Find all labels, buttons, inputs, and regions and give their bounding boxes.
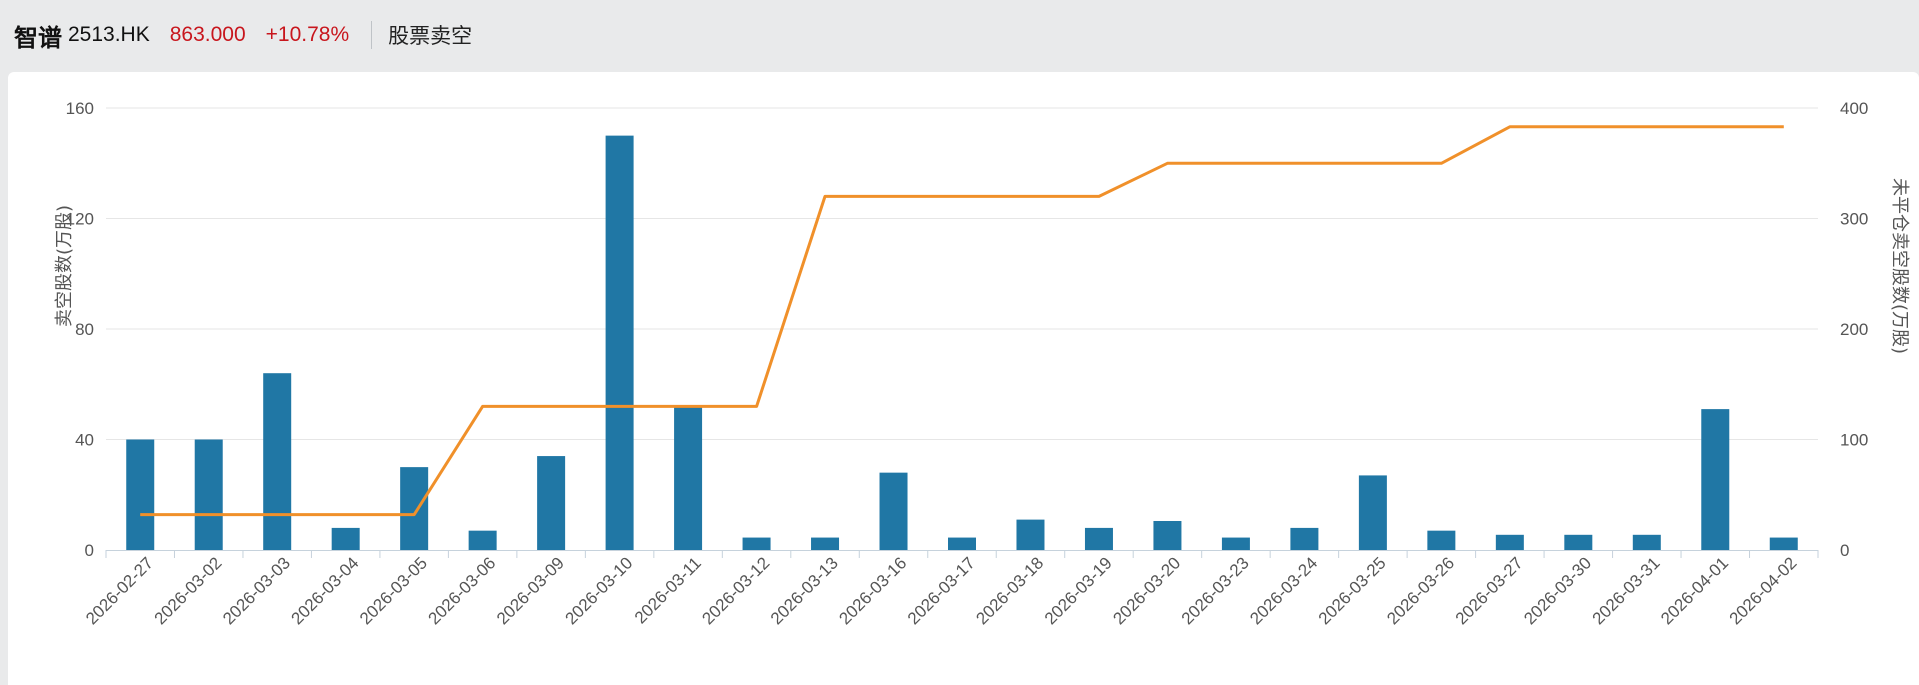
x-tick-label: 2026-03-11	[631, 553, 705, 627]
x-tick-label: 2026-03-04	[288, 553, 363, 628]
bar	[537, 456, 566, 550]
left-tick-label: 0	[85, 541, 94, 560]
x-tick-label: 2026-03-25	[1315, 553, 1390, 628]
bar	[879, 472, 908, 550]
bar	[948, 537, 976, 550]
stock-name: 智谱	[14, 23, 62, 52]
grid-lines	[106, 107, 1818, 440]
x-tick-label: 2026-04-02	[1726, 553, 1801, 628]
bar	[331, 527, 360, 550]
bar	[126, 439, 155, 550]
x-tick-label: 2026-03-24	[1246, 553, 1321, 628]
page-label: 股票卖空	[388, 24, 473, 48]
x-tick-label: 2026-03-09	[493, 553, 568, 628]
bar	[1632, 534, 1661, 550]
stock-price: 863.000	[169, 23, 246, 46]
x-axis: 2026-02-272026-03-022026-03-032026-03-04…	[82, 550, 1819, 628]
bar	[400, 467, 429, 550]
bar	[1084, 527, 1113, 550]
bar	[1769, 537, 1798, 550]
left-axis-title: 卖空股数(万股)	[54, 205, 75, 327]
x-tick-label: 2026-03-31	[1589, 553, 1664, 628]
header-divider	[371, 21, 373, 49]
bar	[605, 135, 634, 550]
left-tick-label: 40	[75, 431, 94, 450]
bar	[468, 530, 497, 550]
bar	[1427, 530, 1456, 550]
bar	[811, 537, 840, 550]
x-tick-label: 2026-04-01	[1657, 553, 1732, 628]
x-tick-label: 2026-03-12	[698, 553, 773, 628]
x-tick-label: 2026-03-19	[1041, 553, 1116, 628]
right-tick-label: 400	[1840, 99, 1868, 118]
bar	[1564, 534, 1593, 550]
line-series-path	[140, 125, 1784, 517]
x-tick-label: 2026-02-27	[82, 553, 157, 628]
x-tick-label: 2026-03-10	[561, 553, 636, 628]
x-tick-label: 2026-03-27	[1452, 553, 1527, 628]
bar	[1358, 475, 1387, 550]
bar	[1153, 520, 1182, 550]
price-change: +10.78%	[265, 23, 350, 46]
x-tick-label: 2026-03-03	[219, 553, 294, 628]
left-tick-label: 160	[66, 99, 94, 118]
left-axis-ticks: 0 40 80 120 160	[66, 99, 94, 560]
stock-header: 智谱 2513.HK 863.000 +10.78% 股票卖空	[0, 0, 1919, 70]
right-tick-label: 200	[1840, 320, 1868, 339]
x-tick-label: 2026-03-16	[835, 553, 910, 628]
bar-series	[126, 135, 1798, 550]
bar	[742, 537, 771, 550]
x-tick-label: 2026-03-06	[425, 553, 500, 628]
chart-card: 0 40 80 120 160 0 100 200 300 400 2026-02-27 2026…	[8, 72, 1919, 685]
bar	[194, 439, 223, 550]
x-tick-label: 2026-03-13	[767, 553, 842, 628]
bar	[1221, 537, 1250, 550]
left-tick-label: 120	[66, 210, 94, 229]
x-tick-label: 2026-03-23	[1178, 553, 1253, 628]
bar	[674, 406, 703, 550]
bar	[263, 373, 292, 550]
bar	[1495, 534, 1524, 550]
x-tick-label: 2026-03-02	[151, 553, 226, 628]
x-tick-label: 2026-03-18	[972, 553, 1047, 628]
right-axis-title: 未平仓卖空股数(万股)	[1889, 178, 1910, 354]
right-axis-ticks: 0 100 200 300 400	[1840, 99, 1868, 560]
bar	[1701, 409, 1730, 550]
x-tick-label: 2026-03-05	[356, 553, 431, 628]
right-tick-label: 100	[1840, 431, 1868, 450]
x-tick-label: 2026-03-20	[1109, 553, 1184, 628]
x-tick-label: 2026-03-30	[1520, 553, 1595, 628]
bar	[1290, 527, 1319, 550]
right-tick-label: 300	[1840, 210, 1868, 229]
bar	[1016, 519, 1045, 550]
right-tick-label: 0	[1840, 541, 1849, 560]
x-tick-label: 2026-03-17	[904, 553, 979, 628]
x-tick-label: 2026-03-26	[1383, 553, 1458, 628]
left-tick-label: 80	[75, 320, 94, 339]
stock-code: 2513.HK	[68, 23, 150, 46]
line-series	[140, 125, 1784, 517]
